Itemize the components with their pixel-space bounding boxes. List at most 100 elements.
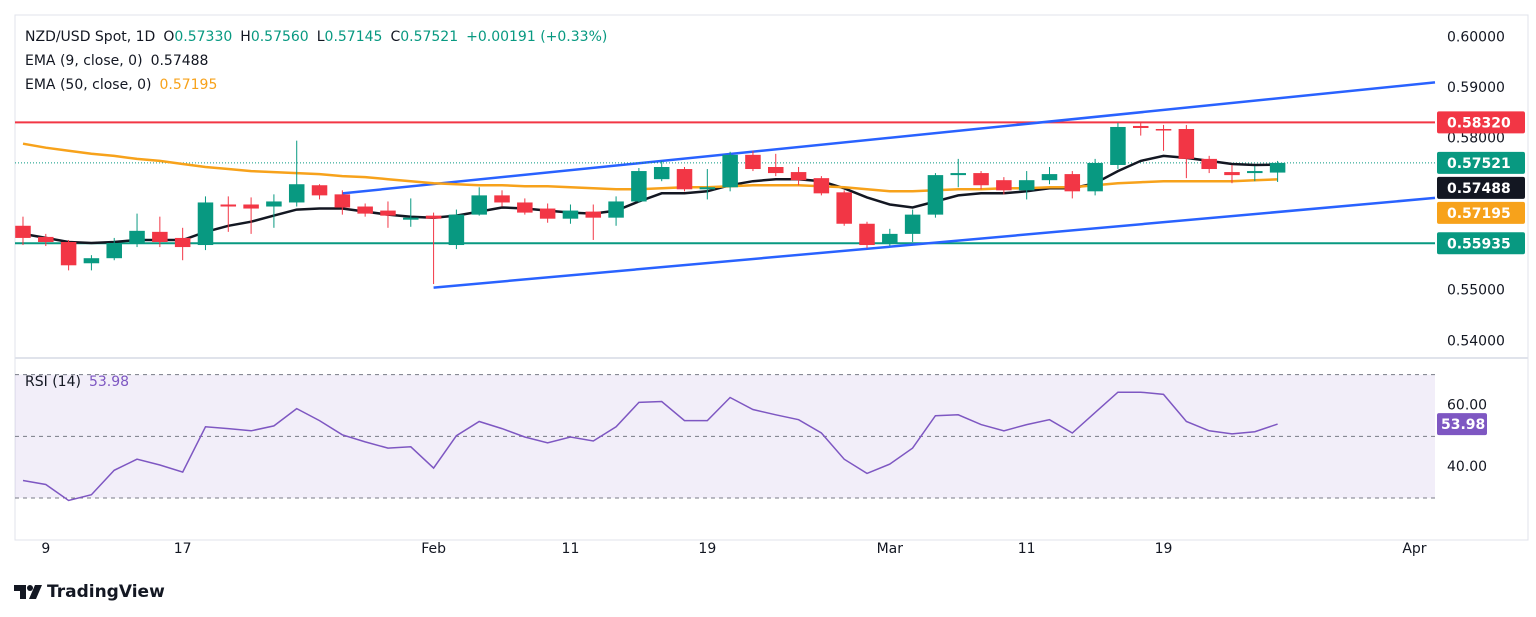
candle-body — [1247, 171, 1263, 174]
price-tag-bg — [1437, 111, 1525, 134]
price-tag: 0.57488 — [1447, 181, 1511, 197]
legend-name: EMA (9, close, 0) — [25, 53, 143, 69]
y-tick-label: 40.00 — [1447, 459, 1487, 475]
rsi-value: 53.98 — [89, 374, 129, 390]
x-tick-label: 17 — [174, 541, 192, 557]
candle-body — [973, 173, 989, 186]
rsi-tag: 53.98 — [1441, 417, 1485, 433]
candle-body — [767, 167, 784, 174]
candle-body — [243, 204, 259, 209]
price-tag-bg — [1437, 151, 1525, 174]
trend-line — [433, 196, 1436, 289]
x-tick-label: Feb — [421, 541, 446, 557]
ohlc-value: 0.57560 — [251, 29, 309, 45]
price-tag: 0.55935 — [1447, 236, 1511, 252]
candle-body — [1269, 162, 1286, 173]
candle-body — [836, 192, 852, 224]
x-tick-label: Apr — [1402, 541, 1426, 557]
candle-body — [334, 194, 351, 208]
candle-body — [403, 217, 419, 220]
candle-body — [311, 185, 328, 196]
y-tick-label: 0.54000 — [1447, 333, 1505, 349]
candle-body — [562, 210, 579, 219]
ohlc-label: C — [390, 29, 400, 45]
candle-body — [152, 231, 168, 242]
x-tick-label: Mar — [877, 541, 904, 557]
legend-row: EMA (50, close, 0) 0.57195 — [25, 77, 217, 93]
legend-value: 0.57195 — [159, 77, 217, 93]
candle-body — [106, 243, 122, 259]
legend-row: EMA (9, close, 0) 0.57488 — [25, 53, 208, 69]
candle-body — [220, 204, 237, 207]
rsi-legend: RSI (14) 53.98 — [25, 374, 129, 390]
footer-brand: TradingView — [47, 582, 165, 602]
x-tick-label: 11 — [1018, 541, 1036, 557]
candle-body — [380, 210, 396, 216]
candle-body — [653, 167, 670, 180]
rsi-band — [15, 374, 1435, 499]
candle-body — [859, 223, 875, 246]
candle-body — [631, 171, 647, 202]
logo — [14, 585, 42, 599]
candle-body — [790, 172, 807, 181]
candle-body — [608, 201, 624, 218]
candle-body — [471, 195, 487, 215]
rsi-line — [22, 391, 1278, 502]
x-tick-label: 19 — [698, 541, 716, 557]
candle-body — [882, 233, 898, 243]
price-tag-bg — [1437, 176, 1525, 199]
x-tick-label: 9 — [41, 541, 50, 557]
legend-name: EMA (50, close, 0) — [25, 77, 151, 93]
candle-body — [197, 202, 214, 246]
candle-body — [60, 241, 77, 266]
chart-frame — [14, 14, 1529, 541]
ohlc-label: O — [163, 29, 174, 45]
candle-body — [288, 184, 305, 203]
candle-body — [1155, 129, 1172, 131]
candle-body — [1087, 162, 1103, 192]
ohlc-value: 0.57330 — [174, 29, 232, 45]
ohlc-value: 0.57521 — [400, 29, 458, 45]
x-tick-label: 11 — [562, 541, 580, 557]
symbol-title: NZD/USD Spot, 1D — [25, 29, 155, 45]
price-tag: 0.58320 — [1447, 115, 1511, 131]
legend-value: 0.57488 — [151, 53, 209, 69]
price-tag-bg — [1437, 232, 1525, 255]
candle-body — [950, 173, 967, 176]
candle-body — [1041, 174, 1058, 181]
candle-body — [266, 201, 282, 207]
candle-body — [425, 215, 442, 219]
candle-body — [1178, 129, 1195, 159]
candle-body — [676, 169, 693, 190]
candle-body — [1110, 126, 1126, 165]
candle-body — [83, 258, 100, 264]
price-tag: 0.57521 — [1447, 156, 1511, 172]
candle-body — [539, 208, 556, 219]
candle-body — [585, 211, 602, 218]
candle-body — [15, 225, 31, 238]
candle-body — [357, 206, 373, 214]
y-tick-label: 0.60000 — [1447, 29, 1505, 45]
y-tick-label: 0.59000 — [1447, 80, 1505, 96]
ohlc-label: H — [240, 29, 251, 45]
candle-body — [1224, 172, 1240, 176]
candle-body — [927, 175, 944, 215]
change-value: +0.00191 (+0.33%) — [466, 29, 607, 45]
candle-body — [1018, 180, 1035, 191]
price-tag-bg — [1437, 201, 1525, 224]
ohlc-label: L — [317, 29, 325, 45]
price-tag: 0.57195 — [1447, 206, 1511, 222]
y-tick-label: 60.00 — [1447, 398, 1487, 414]
rsi-title: RSI (14) — [25, 374, 81, 390]
candle-body — [1201, 158, 1217, 170]
candle-body — [904, 214, 921, 234]
candle-body — [699, 187, 716, 190]
candle-body — [813, 178, 830, 194]
ohlc-value: 0.57145 — [325, 29, 383, 45]
y-tick-label: 0.58000 — [1447, 131, 1505, 147]
candle-body — [996, 180, 1012, 191]
candle-body — [494, 195, 510, 203]
y-tick-label: 0.55000 — [1447, 283, 1505, 299]
candle-body — [722, 154, 738, 188]
